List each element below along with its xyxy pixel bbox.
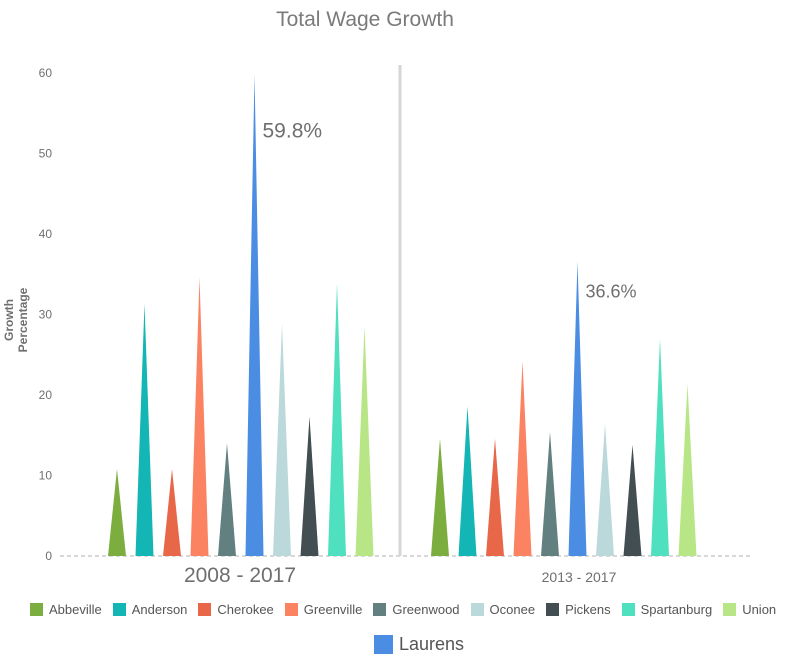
chart-title: Total Wage Growth (276, 8, 454, 31)
y-tick-label: 0 (45, 549, 52, 563)
legend-item[interactable]: Spartanburg (621, 602, 713, 617)
bar-union (678, 383, 697, 556)
legend-label: Union (742, 602, 777, 617)
legend-item[interactable]: Anderson (112, 602, 188, 617)
bar-greenwood (218, 443, 236, 556)
legend-item[interactable]: Abbeville (30, 602, 102, 617)
legend-item[interactable]: Greenville (284, 602, 363, 617)
legend-swatch (723, 603, 737, 616)
bar-pickens (623, 444, 642, 556)
chart-plot-area: 0 10 20 30 40 50 60 59.8% 2008 - 2017 36.6% 2013 … (39, 65, 752, 587)
legend-item[interactable]: Pickens (546, 602, 611, 617)
bar-cherokee (163, 469, 181, 556)
bar-cherokee (486, 438, 504, 556)
bar-greenville (513, 361, 532, 556)
legend-swatch (198, 603, 212, 616)
legend-label: Spartanburg (640, 602, 713, 617)
legend-swatch-highlight (374, 635, 393, 654)
data-label: 59.8% (263, 120, 323, 143)
bar-abbeville (108, 469, 126, 556)
y-tick-label: 40 (39, 227, 53, 241)
data-label: 36.6% (586, 281, 637, 301)
bar-oconee (596, 423, 614, 556)
legend: Abbeville Anderson Cherokee Greenville Green… (30, 602, 790, 617)
bar-spartanburg (328, 283, 346, 556)
legend-swatch (621, 603, 635, 616)
bar-abbeville (431, 438, 449, 556)
legend-label: Pickens (565, 602, 611, 617)
legend-swatch (373, 603, 387, 616)
legend-label: Greenwood (392, 602, 460, 617)
legend-label: Oconee (489, 602, 536, 617)
y-tick-label: 50 (39, 147, 53, 161)
legend-highlight-label: Laurens (399, 634, 465, 654)
y-tick-label: 60 (39, 66, 53, 80)
legend-label: Abbeville (49, 602, 102, 617)
legend-swatch (284, 603, 298, 616)
x-category-label: 2008 - 2017 (184, 564, 296, 587)
bar-oconee (273, 323, 291, 556)
legend-swatch (112, 603, 126, 616)
legend-label: Cherokee (217, 602, 274, 617)
bar-spartanburg (651, 338, 669, 556)
legend-swatch (546, 603, 560, 616)
y-tick-label: 10 (39, 469, 53, 483)
bar-pickens (300, 416, 319, 556)
legend-highlight: Laurens (374, 634, 464, 655)
legend-item[interactable]: Union (723, 602, 776, 617)
legend-label: Anderson (131, 602, 188, 617)
bar-anderson (458, 406, 477, 556)
legend-item[interactable]: Oconee (470, 602, 536, 617)
legend-swatch (470, 603, 484, 616)
y-tick-label: 20 (39, 388, 53, 402)
legend-item[interactable]: Cherokee (198, 602, 274, 617)
y-tick-label: 30 (39, 308, 53, 322)
legend-item[interactable]: Greenwood (373, 602, 460, 617)
bar-greenwood (541, 432, 559, 556)
bar-laurens (245, 74, 264, 557)
legend-label: Greenville (303, 602, 363, 617)
x-category-label: 2013 - 2017 (542, 569, 617, 585)
bar-greenville (190, 277, 209, 556)
bar-union (355, 325, 374, 556)
bar-laurens (568, 261, 587, 556)
legend-swatch (30, 603, 43, 616)
bar-anderson (135, 304, 154, 556)
